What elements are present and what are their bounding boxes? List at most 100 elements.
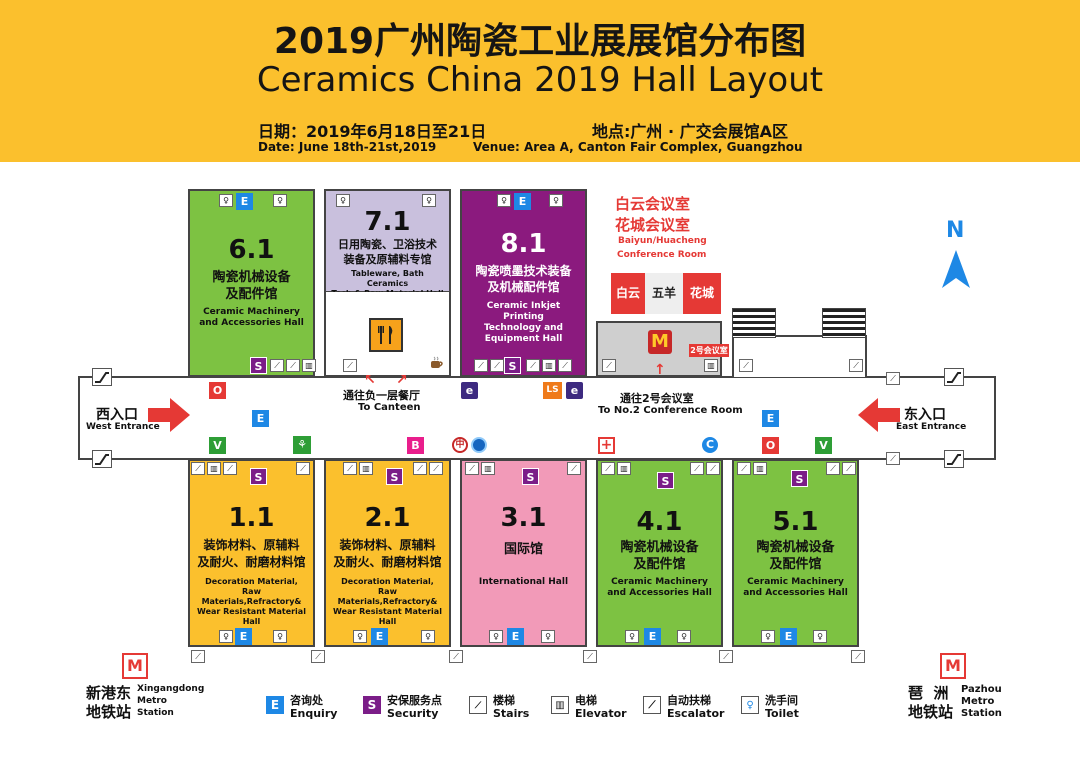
compass-letter: N (946, 218, 965, 243)
mobile-icon (471, 437, 487, 453)
toilet-icon: ♀ (422, 194, 436, 207)
v-badge[interactable]: V (815, 437, 832, 454)
venue-en: Venue: Area A, Canton Fair Complex, Guan… (473, 140, 803, 154)
o-badge[interactable]: O (762, 437, 779, 454)
b-badge[interactable]: B (407, 437, 424, 454)
legend-elevator-cn: 电梯 (575, 694, 597, 707)
toilet-icon: ♀ (741, 696, 759, 714)
escalator-icon (92, 368, 112, 386)
security-badge[interactable]: S (522, 468, 539, 485)
hall-8-1[interactable]: 8.1 陶瓷喷墨技术装备 及机械配件馆 Ceramic Inkjet Print… (460, 189, 587, 377)
enquiry-badge[interactable]: E (252, 410, 269, 427)
metro-west-cn-2: 地铁站 (86, 703, 132, 721)
security-badge[interactable]: S (250, 357, 267, 374)
conference-title-en-2: Conference Room (617, 250, 707, 260)
e-badge-small[interactable]: e (461, 382, 478, 399)
enquiry-badge[interactable]: E (644, 628, 661, 645)
north-arrow-icon (941, 250, 971, 292)
escalator-icon: ⟋ (286, 359, 300, 372)
east-entrance-arrow[interactable] (858, 398, 900, 436)
page-title-cn: 2019广州陶瓷工业展展馆分布图 (273, 21, 807, 62)
legend-enquiry-cn: 咨询处 (290, 694, 323, 707)
hall-6-1[interactable]: 6.1 陶瓷机械设备 及配件馆 Ceramic Machinery and Ac… (188, 189, 315, 377)
hall-number: 4.1 (636, 507, 683, 537)
restaurant-icon (369, 318, 403, 352)
hall-number: 1.1 (228, 503, 275, 533)
hall-2-1[interactable]: 2.1 装饰材料、原辅料 及耐火、耐磨材料馆 Decoration Materi… (324, 459, 451, 647)
enquiry-badge[interactable]: E (507, 628, 524, 645)
escalator-icon: ⟋ (601, 462, 615, 475)
west-entrance-cn: 西入口 (96, 407, 138, 423)
legend-elevator-en: Elevator (575, 707, 627, 720)
legend-security-icon: S (363, 696, 381, 714)
escalator-icon: ⟋ (690, 462, 704, 475)
stairs-icon: ⟋ (886, 452, 900, 465)
hall-number: 6.1 (228, 235, 275, 265)
enquiry-badge[interactable]: E (762, 410, 779, 427)
conference-title-en-1: Baiyun/Huacheng (618, 236, 707, 246)
escalator-icon: ⟋ (343, 359, 357, 372)
to-room2-cn: 通往2号会议室 (620, 392, 694, 405)
escalator-icon: ⟋ (826, 462, 840, 475)
enquiry-badge[interactable]: E (371, 628, 388, 645)
west-entrance-arrow[interactable] (148, 398, 190, 436)
telecom-icon: C (702, 437, 718, 453)
stairs-icon: ⟋ (886, 372, 900, 385)
escalator-icon (944, 450, 964, 468)
hall-number: 7.1 (364, 207, 411, 237)
hall-5-1[interactable]: 5.1 陶瓷机械设备 及配件馆 Ceramic Machinery and Ac… (732, 459, 859, 647)
escalator-icon: ⟋ (706, 462, 720, 475)
room-huacheng[interactable]: 花城 (683, 273, 721, 314)
room2-badge[interactable]: 2号会议室 (689, 344, 729, 357)
room-wuyang[interactable]: 五羊 (645, 273, 683, 314)
ls-badge[interactable]: LS (543, 382, 562, 399)
hall-name-cn: 国际馆 (503, 542, 543, 557)
conference-room-block[interactable]: 白云 五羊 花城 (611, 273, 721, 314)
escalator-icon: ⟋ (429, 462, 443, 475)
security-badge[interactable]: S (504, 357, 521, 374)
enquiry-badge[interactable]: E (236, 193, 253, 210)
east-entrance-en: East Entrance (896, 422, 967, 432)
legend-enquiry-icon: E (266, 696, 284, 714)
escalator-icon: ⟋ (849, 359, 863, 372)
escalator-icon: ⟋ (413, 462, 427, 475)
security-badge[interactable]: S (791, 470, 808, 487)
china-post-icon: ⚘ (293, 436, 311, 454)
v-badge[interactable]: V (209, 437, 226, 454)
to-room2-en: To No.2 Conference Room (598, 405, 743, 416)
hall-name-en: Ceramic Inkjet Printing Technology and E… (483, 301, 563, 344)
canteen-arrow-right: ↗ (396, 372, 408, 388)
west-entrance-en: West Entrance (86, 422, 160, 432)
hall-name-en: Ceramic Machinery and Accessories Hall (607, 577, 712, 598)
hall-3-1[interactable]: 3.1 国际馆 International Hall (460, 459, 587, 647)
enquiry-badge[interactable]: E (514, 193, 531, 210)
e-badge-small[interactable]: e (566, 382, 583, 399)
legend-security-en: Security (387, 707, 439, 720)
metro-west-en-3: Station (137, 708, 174, 718)
security-badge[interactable]: S (386, 468, 403, 485)
escalator-icon: ⟋ (223, 462, 237, 475)
enquiry-badge[interactable]: E (235, 628, 252, 645)
legend-escalator-cn: 自动扶梯 (667, 694, 711, 707)
metro-east-cn-1: 琶 洲 (908, 684, 949, 702)
toilet-icon: ♀ (421, 630, 435, 643)
hall-name-cn: 陶瓷机械设备 及配件馆 (756, 540, 835, 572)
elevator-icon: ▥ (481, 462, 495, 475)
hall-1-1[interactable]: 1.1 装饰材料、原辅料 及耐火、耐磨材料馆 Decoration Materi… (188, 459, 315, 647)
escalator-icon: ⟋ (526, 359, 540, 372)
metro-east-en-1: Pazhou (961, 684, 1002, 695)
security-badge[interactable]: S (250, 468, 267, 485)
escalator-icon: ⟋ (558, 359, 572, 372)
metro-west-en-1: Xingangdong (137, 684, 205, 694)
escalator-icon (944, 368, 964, 386)
coffee-icon (429, 355, 445, 369)
room-baiyun[interactable]: 白云 (611, 273, 645, 314)
stairs-icon: ⟋ (469, 696, 487, 714)
enquiry-badge[interactable]: E (780, 628, 797, 645)
o-badge[interactable]: O (209, 382, 226, 399)
elevator-icon: ▥ (359, 462, 373, 475)
hall-4-1[interactable]: 4.1 陶瓷机械设备 及配件馆 Ceramic Machinery and Ac… (596, 459, 723, 647)
security-badge[interactable]: S (657, 472, 674, 489)
legend-stairs-en: Stairs (493, 707, 530, 720)
hall-name-cn: 装饰材料、原辅料 及耐火、耐磨材料馆 (333, 538, 442, 569)
